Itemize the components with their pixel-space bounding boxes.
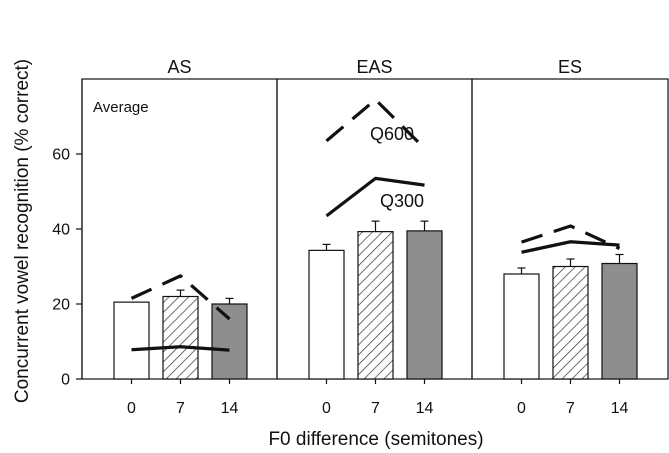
series-label-q600: Q600 [370, 124, 414, 144]
x-tick-label: 7 [176, 400, 185, 417]
x-tick-label: 7 [371, 400, 380, 417]
panel-es: ES 0 7 14 [471, 57, 669, 417]
panel-eas: EAS 0 7 14 Q600 Q300 [276, 57, 473, 417]
panel-title: EAS [356, 57, 392, 77]
x-tick-label: 7 [566, 400, 575, 417]
x-tick-label: 0 [322, 400, 331, 417]
x-tick-label: 14 [221, 400, 239, 417]
x-axis-label: F0 difference (semitones) [268, 429, 483, 450]
y-tick-label: 60 [52, 147, 70, 164]
bar [308, 249, 345, 380]
dashed-series-line [130, 274, 231, 321]
bar [552, 265, 589, 380]
series-label-q300: Q300 [380, 191, 424, 211]
dashed-series-line [325, 98, 426, 150]
x-tick-label: 14 [416, 400, 434, 417]
y-axis: 0 20 40 60 [52, 79, 83, 389]
bar [211, 303, 248, 380]
bar [406, 230, 443, 380]
bar [503, 273, 540, 380]
panel-title: ES [558, 57, 582, 77]
average-annotation: Average [93, 99, 149, 116]
solid-series-line [131, 345, 230, 352]
x-tick-label: 0 [517, 400, 526, 417]
bar [357, 231, 394, 380]
dashed-series-line [520, 224, 621, 250]
y-tick-label: 0 [61, 372, 70, 389]
x-tick-label: 14 [611, 400, 629, 417]
bar [601, 262, 638, 380]
x-tick-label: 0 [127, 400, 136, 417]
panel-as: AS 0 7 14 [81, 57, 278, 417]
y-tick-label: 40 [52, 222, 70, 239]
solid-series-line [521, 240, 620, 254]
bar [113, 301, 150, 380]
y-tick-label: 20 [52, 297, 70, 314]
panels: AS 0 7 14 EAS 0 7 14 Q600 Q300 ES 0 7 14 [81, 57, 669, 417]
solid-series-line [325, 176, 425, 218]
bar [162, 295, 199, 380]
panel-title: AS [167, 57, 191, 77]
y-axis-label: Concurrent vowel recognition (% correct) [12, 59, 33, 403]
